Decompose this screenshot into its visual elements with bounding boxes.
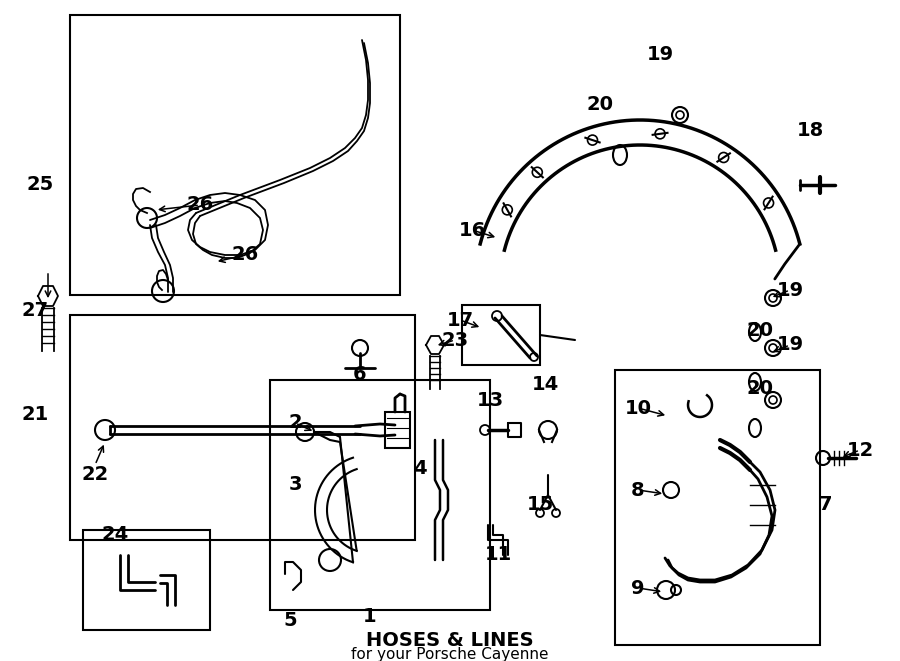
Text: 22: 22 — [81, 465, 109, 485]
Text: 16: 16 — [458, 221, 486, 239]
Text: HOSES & LINES: HOSES & LINES — [366, 631, 534, 650]
Bar — [615, 370, 820, 645]
Text: 20: 20 — [746, 321, 773, 340]
Text: 13: 13 — [476, 391, 504, 410]
Text: 19: 19 — [646, 46, 673, 65]
Bar — [83, 530, 210, 630]
Text: 26: 26 — [186, 196, 213, 215]
Text: 10: 10 — [625, 399, 652, 418]
Text: 6: 6 — [353, 366, 367, 385]
Text: for your Porsche Cayenne: for your Porsche Cayenne — [351, 648, 549, 661]
Text: 8: 8 — [631, 481, 644, 500]
Text: 4: 4 — [413, 459, 427, 477]
Text: 18: 18 — [796, 120, 824, 139]
Text: 14: 14 — [531, 375, 559, 395]
Bar — [385, 412, 410, 448]
Text: 1: 1 — [364, 607, 377, 627]
Text: 11: 11 — [484, 545, 511, 564]
Text: 20: 20 — [746, 379, 773, 397]
Text: 24: 24 — [102, 525, 129, 545]
Text: 27: 27 — [22, 301, 49, 319]
Bar — [70, 15, 400, 295]
Text: 25: 25 — [26, 176, 54, 194]
Text: 21: 21 — [22, 405, 49, 424]
Text: 5: 5 — [284, 611, 297, 629]
Text: 20: 20 — [587, 95, 614, 114]
Text: 3: 3 — [288, 475, 302, 494]
Text: 7: 7 — [818, 496, 832, 514]
Text: 2: 2 — [288, 414, 302, 432]
Text: 19: 19 — [777, 336, 804, 354]
Text: 23: 23 — [441, 330, 469, 350]
Text: 12: 12 — [846, 440, 874, 459]
Bar — [462, 305, 540, 365]
Text: 26: 26 — [231, 245, 258, 264]
Bar — [270, 380, 490, 610]
Text: 19: 19 — [777, 280, 804, 299]
Text: 17: 17 — [446, 311, 473, 329]
Text: 9: 9 — [631, 578, 644, 598]
Bar — [70, 315, 415, 540]
Text: 15: 15 — [526, 496, 554, 514]
